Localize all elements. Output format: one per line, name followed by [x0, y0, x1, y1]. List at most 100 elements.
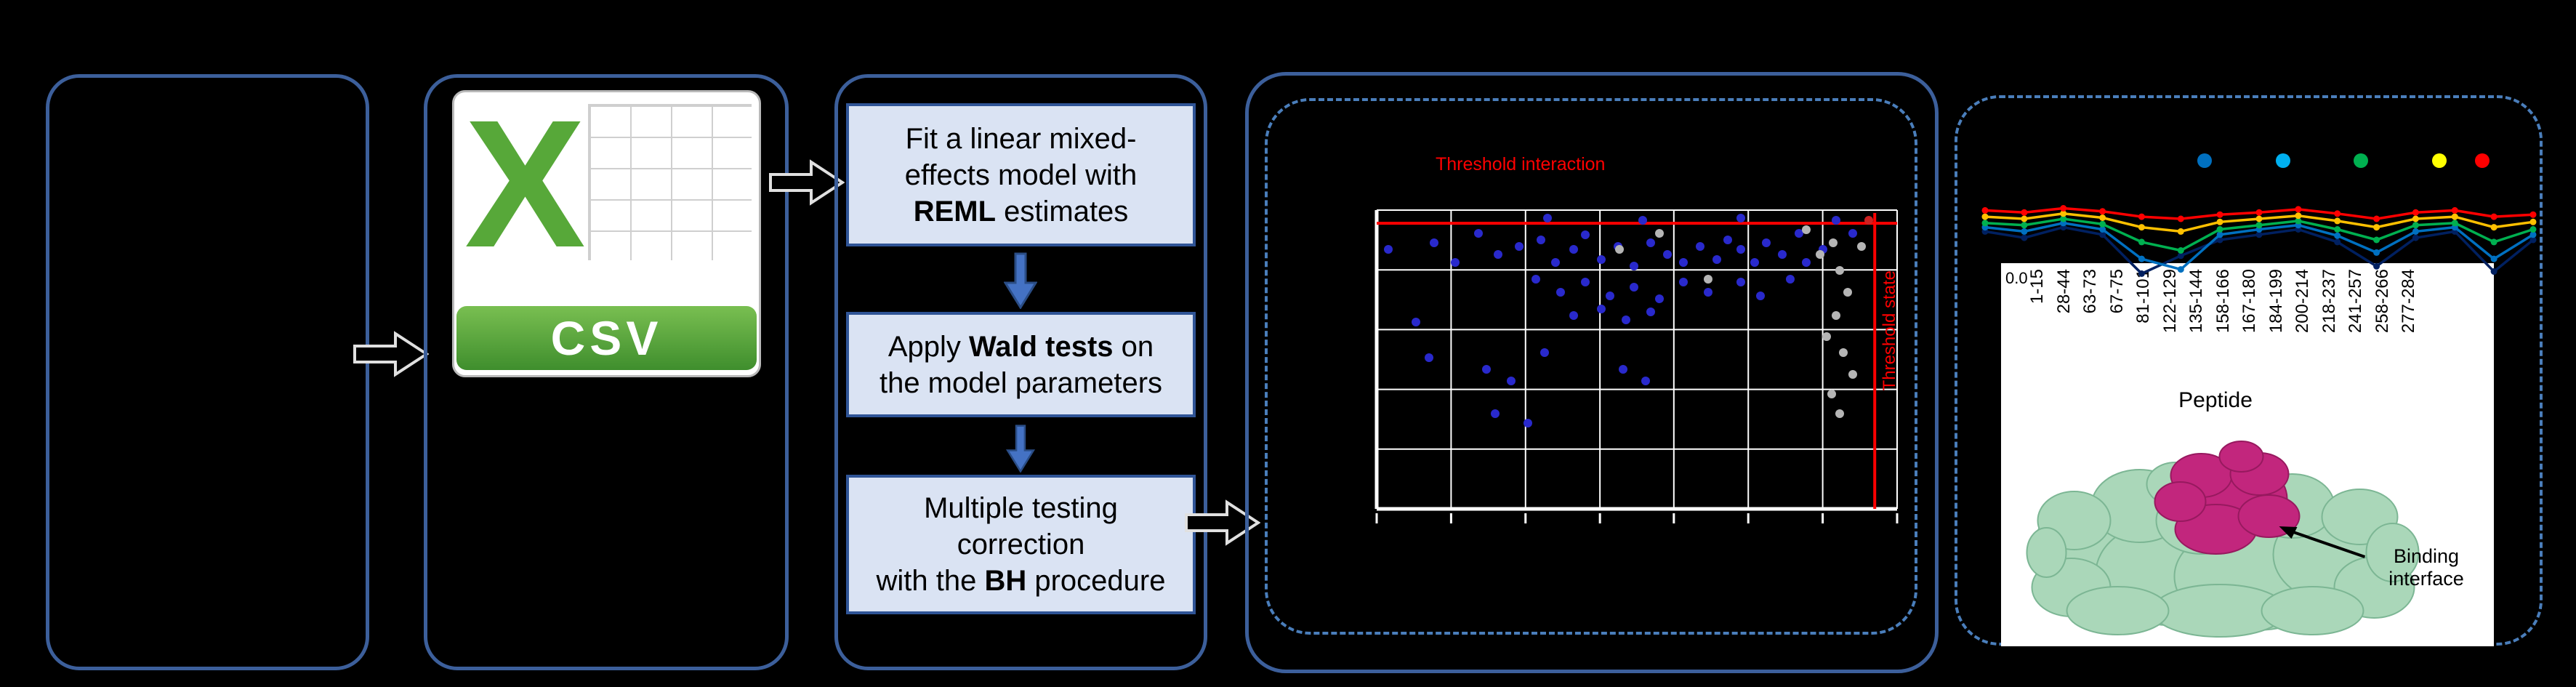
data-point: [1507, 376, 1516, 385]
timepoint-legend-dot: [2354, 153, 2368, 168]
data-point: [1425, 353, 1434, 363]
data-point: [1654, 228, 1664, 238]
panel-volcano-plot: [1265, 98, 1917, 635]
timepoint-legend-dot: [2432, 153, 2447, 168]
timepoint-legend-dot: [2475, 153, 2490, 168]
step-reml-box: Fit a linear mixed-effects model with REM…: [846, 103, 1196, 246]
step-text-line: Apply Wald tests on: [887, 330, 1154, 363]
data-point: [1750, 258, 1759, 268]
data-point: [1679, 278, 1689, 287]
data-point: [1515, 241, 1524, 251]
data-point: [1835, 266, 1845, 276]
data-point: [1736, 245, 1746, 254]
data-point: [1704, 288, 1713, 297]
binding-interface-arrow: [2279, 526, 2366, 558]
data-point: [1531, 274, 1541, 284]
data-point: [1864, 215, 1874, 225]
data-point: [1641, 376, 1651, 385]
protein-structure: [2026, 441, 2420, 638]
timepoint-legend-dot: [2197, 153, 2212, 168]
data-point: [1827, 389, 1836, 398]
data-point: [1712, 254, 1721, 264]
threshold-interaction-label: Threshold interaction: [1436, 154, 1606, 174]
flow-arrow-right-icon: [769, 159, 845, 206]
data-point: [1618, 365, 1627, 374]
data-point: [1597, 254, 1606, 264]
uptake-chart: [1981, 153, 2537, 277]
data-point: [1646, 308, 1656, 317]
step-text-line: correction: [957, 529, 1085, 561]
data-point: [1605, 291, 1614, 300]
step-wald-box: Apply Wald tests on the model parameters: [846, 312, 1196, 417]
data-point: [1704, 274, 1713, 284]
csv-file-icon: X CSV: [452, 82, 761, 377]
binding-interface-label: Binding interface: [2388, 545, 2464, 590]
panel-statistical-steps: [834, 74, 1207, 670]
binding-interface-region: [2154, 441, 2301, 555]
peptide-mapping-panel: 0.0 1-15 28-44 63-73 67-75 81-101 122-129 135-…: [2001, 263, 2494, 646]
data-point: [1536, 235, 1545, 244]
data-point: [1630, 261, 1639, 270]
data-point: [1429, 238, 1438, 248]
data-point: [1679, 258, 1689, 268]
volcano-plot: [1374, 209, 1899, 523]
step-text-line: the model parameters: [879, 366, 1163, 399]
data-point: [1638, 215, 1647, 225]
data-point: [1786, 274, 1795, 284]
data-point: [1539, 348, 1549, 358]
step-text-line: Fit a linear mixed-: [905, 122, 1137, 155]
flow-arrow-down-icon: [1005, 425, 1036, 473]
timepoint-legend-dot: [2276, 153, 2290, 168]
data-point: [1451, 258, 1460, 268]
peptide-axis-title: Peptide: [2178, 388, 2253, 412]
data-point: [1581, 230, 1590, 239]
data-point: [1555, 288, 1565, 297]
data-point: [1822, 332, 1831, 341]
step-text-line: REML estimates: [913, 195, 1129, 228]
data-point: [1569, 245, 1579, 254]
data-point: [1843, 288, 1852, 297]
data-point: [1761, 238, 1771, 248]
data-point: [1802, 258, 1811, 268]
data-point: [1856, 241, 1866, 251]
panel-experimental-input: [46, 74, 369, 670]
y-axis-zero-label: 0.0: [2005, 269, 2028, 287]
flow-arrow-right-icon: [353, 331, 429, 377]
csv-spreadsheet-grid: [588, 104, 752, 260]
data-point: [1723, 235, 1733, 244]
data-point: [1794, 228, 1803, 238]
threshold-state-label: Threshold state: [1880, 270, 1899, 391]
data-point: [1646, 238, 1656, 248]
csv-label: CSV: [550, 311, 663, 365]
panel-csv-input: [424, 74, 789, 670]
data-point: [1835, 409, 1845, 418]
data-point: [1662, 249, 1672, 259]
data-point: [1695, 241, 1704, 251]
data-point: [1848, 369, 1858, 379]
data-point: [1482, 365, 1492, 374]
data-point: [1816, 249, 1825, 259]
data-point: [1551, 258, 1561, 268]
data-point: [1848, 228, 1858, 238]
data-point: [1736, 214, 1746, 223]
data-point: [1597, 304, 1606, 313]
data-point: [1736, 278, 1746, 287]
data-point: [1838, 348, 1848, 358]
data-point: [1654, 294, 1664, 304]
excel-x-icon: X: [464, 82, 586, 285]
data-point: [1828, 238, 1838, 248]
data-point: [1490, 409, 1500, 418]
step-text-line: with the BH procedure: [876, 565, 1166, 597]
step-bh-box: Multiple testing correction with the BH pr…: [846, 475, 1196, 614]
data-point: [1630, 283, 1639, 292]
data-point: [1493, 249, 1502, 259]
flow-arrow-right-icon: [1185, 499, 1260, 546]
data-point: [1832, 215, 1841, 225]
csv-banner: CSV: [456, 306, 757, 370]
data-point: [1777, 249, 1787, 259]
step-text-line: Multiple testing: [924, 492, 1118, 524]
data-point: [1569, 310, 1579, 320]
data-point: [1621, 316, 1630, 325]
data-point: [1832, 310, 1841, 320]
data-point: [1581, 278, 1590, 287]
